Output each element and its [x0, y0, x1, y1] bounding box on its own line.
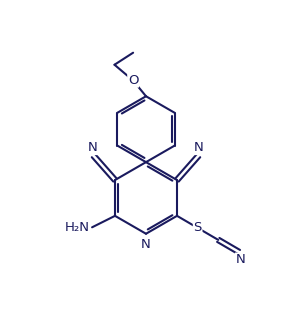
- Text: N: N: [235, 253, 245, 266]
- Text: O: O: [128, 74, 138, 87]
- Text: N: N: [88, 142, 98, 154]
- Text: N: N: [194, 142, 204, 154]
- Text: H₂N: H₂N: [65, 221, 90, 234]
- Text: S: S: [193, 221, 202, 234]
- Text: N: N: [141, 238, 151, 251]
